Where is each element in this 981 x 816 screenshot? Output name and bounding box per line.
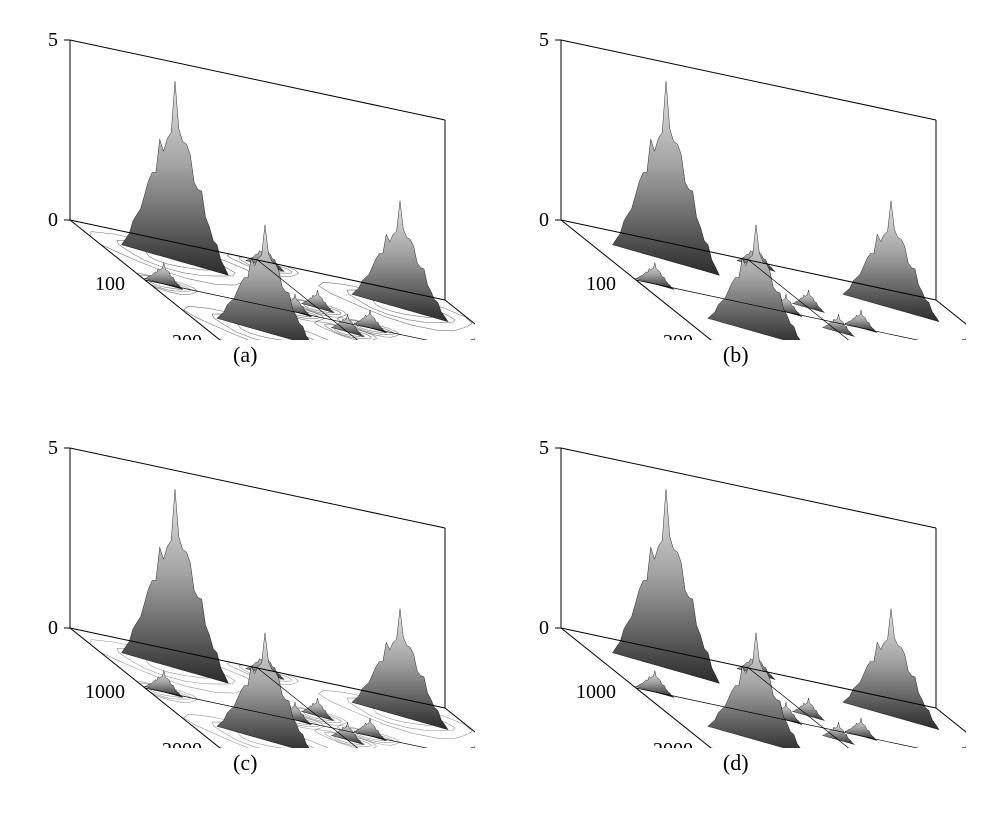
svg-text:5: 5 — [539, 29, 549, 51]
plot-c: 0510002000100020002000 — [15, 408, 475, 748]
svg-text:5: 5 — [48, 437, 58, 459]
svg-text:200: 200 — [663, 331, 693, 340]
plot-d: 0510002000100020002000 — [506, 408, 966, 748]
surface-plot-a: 05100200100200 — [15, 0, 475, 340]
plot-a: 05100200100200 — [15, 0, 475, 340]
svg-text:0: 0 — [539, 209, 549, 231]
surface-plot-d: 0510002000100020002000 — [506, 408, 966, 748]
figure-grid: 05100200100200 (a) 05100200100200 (b) 05… — [0, 0, 981, 816]
svg-text:100: 100 — [95, 273, 125, 295]
svg-text:200: 200 — [172, 331, 202, 340]
svg-text:100: 100 — [586, 273, 616, 295]
svg-text:5: 5 — [48, 29, 58, 51]
svg-text:0: 0 — [48, 209, 58, 231]
caption-b: (b) — [723, 342, 749, 368]
svg-text:0: 0 — [48, 617, 58, 639]
panel-b: 05100200100200 (b) — [491, 0, 981, 408]
svg-text:5: 5 — [539, 437, 549, 459]
surface-plot-c: 0510002000100020002000 — [15, 408, 475, 748]
panel-d: 0510002000100020002000 (d) — [491, 408, 981, 816]
svg-text:0: 0 — [539, 617, 549, 639]
plot-b: 05100200100200 — [506, 0, 966, 340]
svg-text:1000: 1000 — [85, 681, 125, 703]
svg-text:2000: 2000 — [162, 739, 202, 748]
caption-c: (c) — [233, 750, 257, 776]
svg-text:1000: 1000 — [576, 681, 616, 703]
svg-text:2000: 2000 — [653, 739, 693, 748]
surface-plot-b: 05100200100200 — [506, 0, 966, 340]
panel-a: 05100200100200 (a) — [0, 0, 491, 408]
caption-a: (a) — [233, 342, 257, 368]
caption-d: (d) — [723, 750, 749, 776]
panel-c: 0510002000100020002000 (c) — [0, 408, 491, 816]
